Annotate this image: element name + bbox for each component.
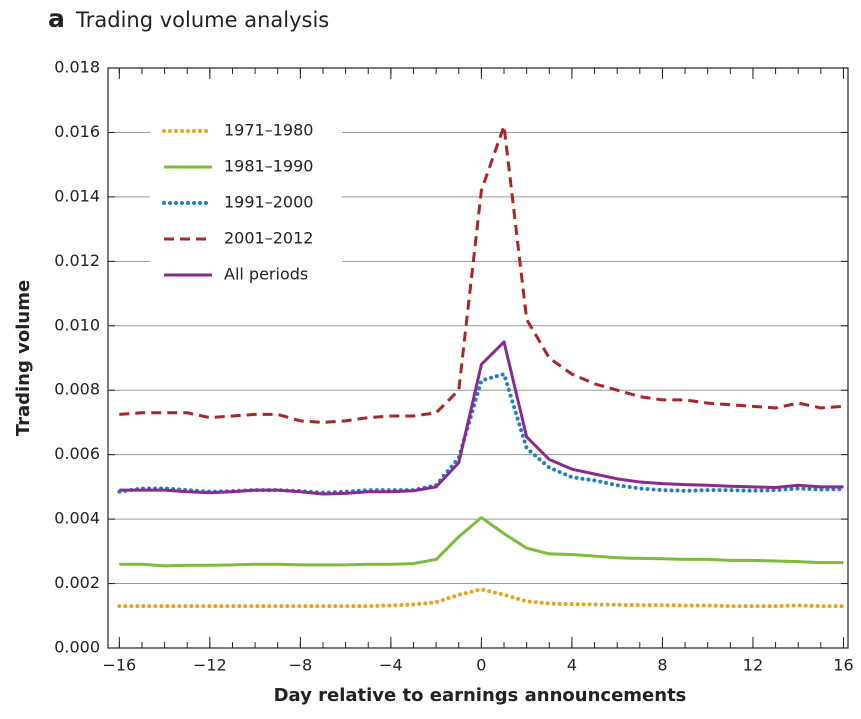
legend-label: All periods — [224, 265, 308, 284]
x-axis-label: Day relative to earnings announcements — [274, 685, 687, 706]
legend-label: 1971–1980 — [224, 121, 313, 140]
series-line — [117, 587, 846, 609]
y-tick-label: 0.012 — [54, 251, 100, 270]
chart-title: Trading volume analysis — [75, 8, 329, 32]
x-tick-label: 16 — [833, 656, 853, 675]
y-tick-label: 0.018 — [54, 58, 100, 77]
series-line — [119, 516, 844, 568]
panel-label: a — [48, 4, 65, 33]
legend-label: 1981–1990 — [224, 157, 313, 176]
legend-label: 1991–2000 — [224, 193, 313, 212]
y-tick-label: 0.004 — [54, 509, 100, 528]
x-tick-label: −4 — [379, 656, 403, 675]
series-line — [119, 340, 844, 496]
x-tick-label: −16 — [102, 656, 136, 675]
x-tick-label: 8 — [657, 656, 667, 675]
y-tick-label: 0.014 — [54, 186, 100, 205]
y-tick-label: 0.010 — [54, 315, 100, 334]
y-tick-label: 0.002 — [54, 573, 100, 592]
plot-frame — [107, 67, 849, 649]
x-tick-label: −12 — [193, 656, 227, 675]
x-tick-label: 4 — [567, 656, 577, 675]
series-line — [117, 372, 846, 495]
legend-label: 2001–2012 — [224, 229, 313, 248]
y-tick-label: 0.016 — [54, 122, 100, 141]
series-line — [119, 124, 844, 424]
x-tick-label: 0 — [476, 656, 486, 675]
x-tick-label: 12 — [743, 656, 763, 675]
x-tick-label: −8 — [289, 656, 313, 675]
y-tick-label: 0.006 — [54, 444, 100, 463]
y-axis-label: Trading volume — [13, 280, 34, 436]
y-tick-label: 0.008 — [54, 380, 100, 399]
y-tick-label: 0.000 — [54, 638, 100, 657]
